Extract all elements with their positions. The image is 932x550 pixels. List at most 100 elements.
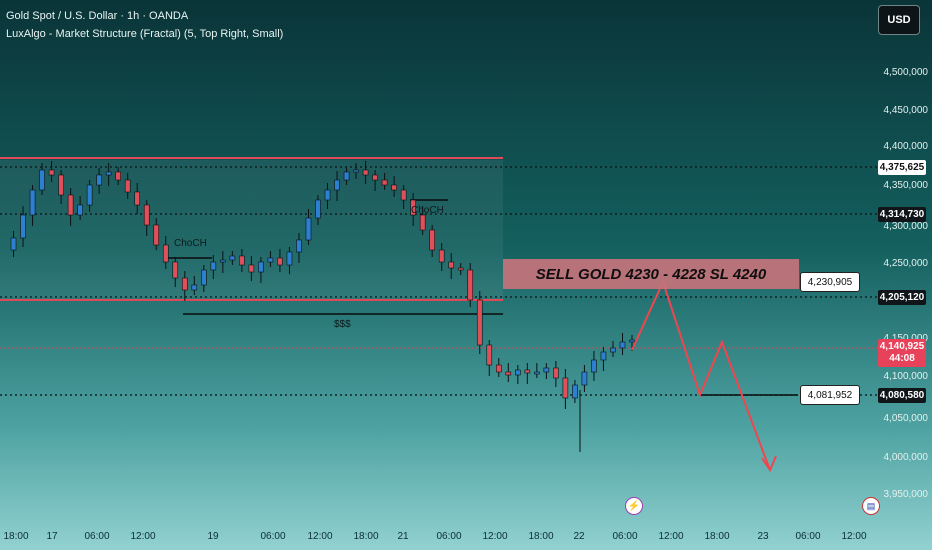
candle-up (600, 351, 607, 361)
candle-down (391, 184, 397, 191)
candle-down (476, 299, 483, 346)
candle-up (591, 359, 597, 373)
price-tick: 4,000,000 (883, 452, 929, 463)
price-tick: 4,250,000 (883, 258, 929, 269)
candle-up (343, 171, 350, 181)
candle-up (572, 384, 578, 399)
time-tick: 12:00 (841, 531, 867, 542)
time-tick: 18:00 (3, 531, 29, 542)
time-tick: 23 (757, 531, 769, 542)
time-tick: 06:00 (84, 531, 110, 542)
current-price-badge: 4,140,925 44:08 (878, 339, 926, 367)
time-tick: 12:00 (482, 531, 508, 542)
candle-up (201, 269, 207, 286)
candle-down (67, 194, 74, 216)
time-tick: 06:00 (795, 531, 821, 542)
candle-up (29, 189, 36, 216)
candle-up (229, 255, 236, 261)
candle-down (362, 169, 369, 176)
time-tick: 17 (46, 531, 58, 542)
candle-up (619, 341, 626, 349)
candle-up (77, 204, 83, 216)
candle-up (96, 174, 102, 186)
candle-down (562, 377, 569, 399)
time-tick: 06:00 (612, 531, 638, 542)
lightning-icon[interactable]: ⚡ (625, 497, 643, 515)
candle-down (248, 264, 255, 273)
candle-down (486, 344, 493, 366)
sell-zone-box[interactable] (503, 259, 799, 289)
symbol-title: Gold Spot / U.S. Dollar · 1h · OANDA (6, 10, 189, 22)
candle-up (86, 184, 93, 206)
liquidity-label: $$$ (334, 319, 351, 330)
candle-down (277, 257, 283, 266)
candle-down (410, 199, 416, 216)
candle-up (543, 367, 550, 373)
candle-up (353, 169, 359, 173)
time-tick: 12:00 (658, 531, 684, 542)
candle-up (105, 171, 112, 176)
target-low-callout: 4,081,952 (800, 385, 860, 405)
candle-down (239, 255, 245, 266)
time-tick: 18:00 (528, 531, 554, 542)
candle-up (20, 214, 26, 239)
candle-down (400, 189, 407, 201)
currency-button[interactable]: USD (878, 5, 920, 35)
time-tick: 19 (207, 531, 219, 542)
time-tick: 12:00 (307, 531, 333, 542)
candle-up (39, 169, 45, 191)
candle-down (505, 371, 512, 376)
candle-up (258, 261, 264, 273)
time-tick: 22 (573, 531, 585, 542)
price-tick: 3,950,000 (883, 489, 929, 500)
candle-down (438, 249, 445, 263)
target-high-callout: 4,230,905 (800, 272, 860, 292)
candle-up (267, 257, 274, 263)
candle-down (524, 369, 531, 374)
candle-up (610, 347, 616, 353)
candle-up (296, 239, 302, 253)
candle-up (286, 251, 293, 266)
price-tick: 4,500,000 (883, 67, 929, 78)
candle-down (153, 224, 160, 246)
candle-up (10, 237, 17, 251)
price-badge-level-1: 4,375,625 (878, 160, 926, 175)
price-tick: 4,350,000 (883, 180, 929, 191)
projection-path (631, 279, 771, 471)
candle-down (162, 244, 169, 263)
time-tick: 12:00 (130, 531, 156, 542)
candle-down (143, 204, 150, 226)
price-badge-level-3: 4,205,120 (878, 290, 926, 305)
price-tick: 4,300,000 (883, 221, 929, 232)
choch-left-label: ChoCH (174, 238, 207, 249)
candle-up (315, 199, 321, 219)
candle-countdown: 44:08 (889, 353, 915, 364)
candle-up (515, 369, 521, 376)
candle-down (429, 229, 435, 251)
candle-down (181, 277, 188, 291)
candle-down (134, 191, 141, 206)
us-flag-icon[interactable]: ▤ (862, 497, 880, 515)
candle-down (381, 179, 388, 186)
candle-down (457, 267, 464, 271)
price-badge-level-4: 4,080,580 (878, 388, 926, 403)
price-tick: 4,100,000 (883, 371, 929, 382)
price-tick: 4,400,000 (883, 141, 929, 152)
candle-up (629, 339, 635, 343)
candle-up (191, 284, 198, 291)
time-tick: 06:00 (436, 531, 462, 542)
price-badge-level-2: 4,314,730 (878, 207, 926, 222)
candle-down (419, 214, 426, 231)
candle-down (553, 367, 559, 379)
price-tick: 4,050,000 (883, 413, 929, 424)
candles-group (10, 161, 635, 452)
candle-up (324, 189, 331, 201)
candle-down (115, 171, 121, 181)
candle-up (581, 371, 588, 386)
price-tick: 4,150,000 (884, 333, 929, 344)
candle-up (334, 179, 340, 191)
candle-up (210, 261, 217, 271)
price-tick: 4,450,000 (883, 105, 929, 116)
